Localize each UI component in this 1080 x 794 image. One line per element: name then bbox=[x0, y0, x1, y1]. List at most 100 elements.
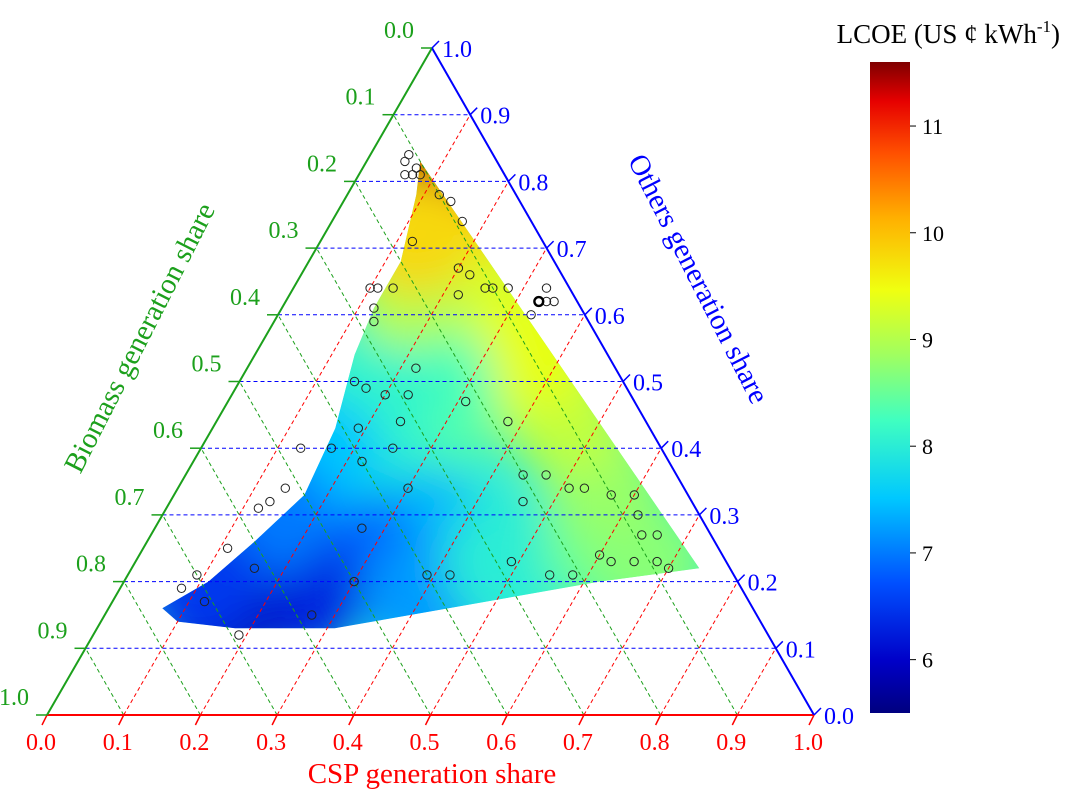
data-point bbox=[652, 556, 662, 567]
csp-axis-label: CSP generation share bbox=[308, 758, 557, 790]
others-tick-label: 0.1 bbox=[786, 637, 816, 663]
biomass-tick-label: 0.9 bbox=[38, 618, 68, 644]
data-point bbox=[549, 296, 559, 307]
data-point bbox=[395, 416, 406, 427]
grid-line-biomass bbox=[316, 247, 585, 716]
csp-tick-label: 0.8 bbox=[640, 730, 670, 756]
data-point bbox=[388, 283, 398, 293]
grid-line-biomass bbox=[200, 447, 355, 716]
csp-tick-label: 0.3 bbox=[256, 730, 286, 756]
grid-line-csp bbox=[430, 381, 624, 716]
others-tick-label: 0.2 bbox=[748, 571, 778, 597]
data-point bbox=[564, 483, 574, 493]
data-point bbox=[434, 190, 444, 200]
ternary-grid bbox=[85, 114, 777, 716]
data-point bbox=[265, 496, 275, 507]
others-tick bbox=[622, 373, 631, 383]
data-point bbox=[629, 556, 639, 567]
data-point bbox=[503, 416, 513, 427]
grid-line-csp bbox=[583, 514, 700, 716]
data-point bbox=[349, 376, 360, 387]
data-point bbox=[526, 310, 536, 320]
data-point bbox=[541, 470, 551, 480]
others-tick-label: 0.5 bbox=[633, 371, 663, 397]
data-point bbox=[518, 470, 528, 480]
data-point bbox=[234, 630, 244, 640]
csp-tick-label: 0.2 bbox=[179, 730, 209, 756]
others-tick bbox=[698, 507, 707, 516]
others-tick bbox=[660, 440, 669, 449]
data-point bbox=[637, 530, 647, 540]
colorbar-title: LCOE (US ¢ kWh-1) bbox=[837, 17, 1060, 49]
csp-tick-label: 0.0 bbox=[26, 730, 56, 756]
biomass-tick-label: 0.8 bbox=[76, 552, 106, 578]
colorbar-title-sup: -1 bbox=[1037, 17, 1051, 36]
biomass-tick-label: 0.1 bbox=[346, 85, 376, 111]
grid-line-biomass bbox=[85, 648, 125, 716]
biomass-tick-label: 0.7 bbox=[115, 485, 145, 511]
csp-tick bbox=[194, 714, 202, 726]
data-point bbox=[369, 316, 379, 327]
biomass-tick-label: 0.4 bbox=[230, 285, 260, 311]
data-point bbox=[349, 576, 359, 587]
others-tick-label: 0.0 bbox=[824, 704, 854, 730]
csp-tick bbox=[348, 714, 355, 726]
csp-tick-label: 0.4 bbox=[333, 730, 363, 756]
csp-tick-label: 0.6 bbox=[486, 730, 516, 756]
data-point bbox=[568, 570, 578, 580]
data-point bbox=[480, 283, 490, 293]
others-tick-label: 0.4 bbox=[671, 437, 701, 463]
others-tick-label: 0.8 bbox=[518, 170, 548, 196]
data-point bbox=[380, 390, 390, 400]
grid-line-csp bbox=[199, 181, 509, 716]
data-point bbox=[369, 303, 379, 313]
data-point bbox=[249, 563, 260, 573]
data-point bbox=[461, 396, 471, 407]
data-point bbox=[296, 443, 306, 453]
data-point bbox=[280, 483, 290, 493]
data-point bbox=[373, 283, 383, 293]
data-point bbox=[388, 443, 398, 453]
others-tick bbox=[431, 40, 440, 49]
data-point bbox=[663, 563, 674, 573]
colorbar-tick-label: 10 bbox=[922, 221, 944, 246]
grid-line-biomass bbox=[239, 381, 431, 716]
lcoe-contour-surface bbox=[162, 161, 700, 629]
others-tick bbox=[775, 640, 784, 649]
biomass-tick-label: 0.5 bbox=[192, 352, 222, 378]
data-point bbox=[222, 543, 233, 553]
others-tick bbox=[507, 173, 516, 182]
grid-line-biomass bbox=[393, 114, 738, 716]
data-point bbox=[606, 556, 616, 567]
data-point bbox=[629, 490, 639, 500]
data-point bbox=[326, 443, 337, 453]
csp-tick bbox=[501, 714, 508, 726]
data-point bbox=[199, 596, 210, 607]
csp-tick-label: 0.9 bbox=[716, 730, 746, 756]
csp-tick-label: 0.5 bbox=[410, 730, 440, 756]
csp-tick bbox=[808, 714, 815, 726]
others-tick-label: 0.7 bbox=[557, 237, 587, 263]
data-point bbox=[594, 550, 605, 560]
grid-line-csp bbox=[736, 648, 777, 716]
biomass-tick-label: 0.6 bbox=[153, 418, 183, 444]
data-point bbox=[453, 263, 464, 273]
csp-tick bbox=[654, 714, 662, 726]
data-point bbox=[253, 503, 264, 513]
grid-line-csp bbox=[123, 114, 471, 716]
grid-line-biomass bbox=[123, 581, 201, 716]
data-point bbox=[518, 496, 528, 507]
sample-points bbox=[176, 150, 674, 640]
data-point bbox=[488, 283, 498, 293]
data-point bbox=[403, 390, 413, 400]
csp-tick bbox=[41, 714, 48, 726]
biomass-axis-label: Biomass generation share bbox=[58, 198, 222, 478]
data-point bbox=[407, 170, 418, 180]
data-point bbox=[606, 490, 616, 500]
lcoe-sample-9 bbox=[441, 499, 566, 624]
others-tick-label: 1.0 bbox=[442, 37, 472, 63]
colorbar-tick-label: 6 bbox=[922, 648, 933, 673]
data-point bbox=[545, 570, 555, 580]
csp-tick-label: 1.0 bbox=[793, 730, 823, 756]
